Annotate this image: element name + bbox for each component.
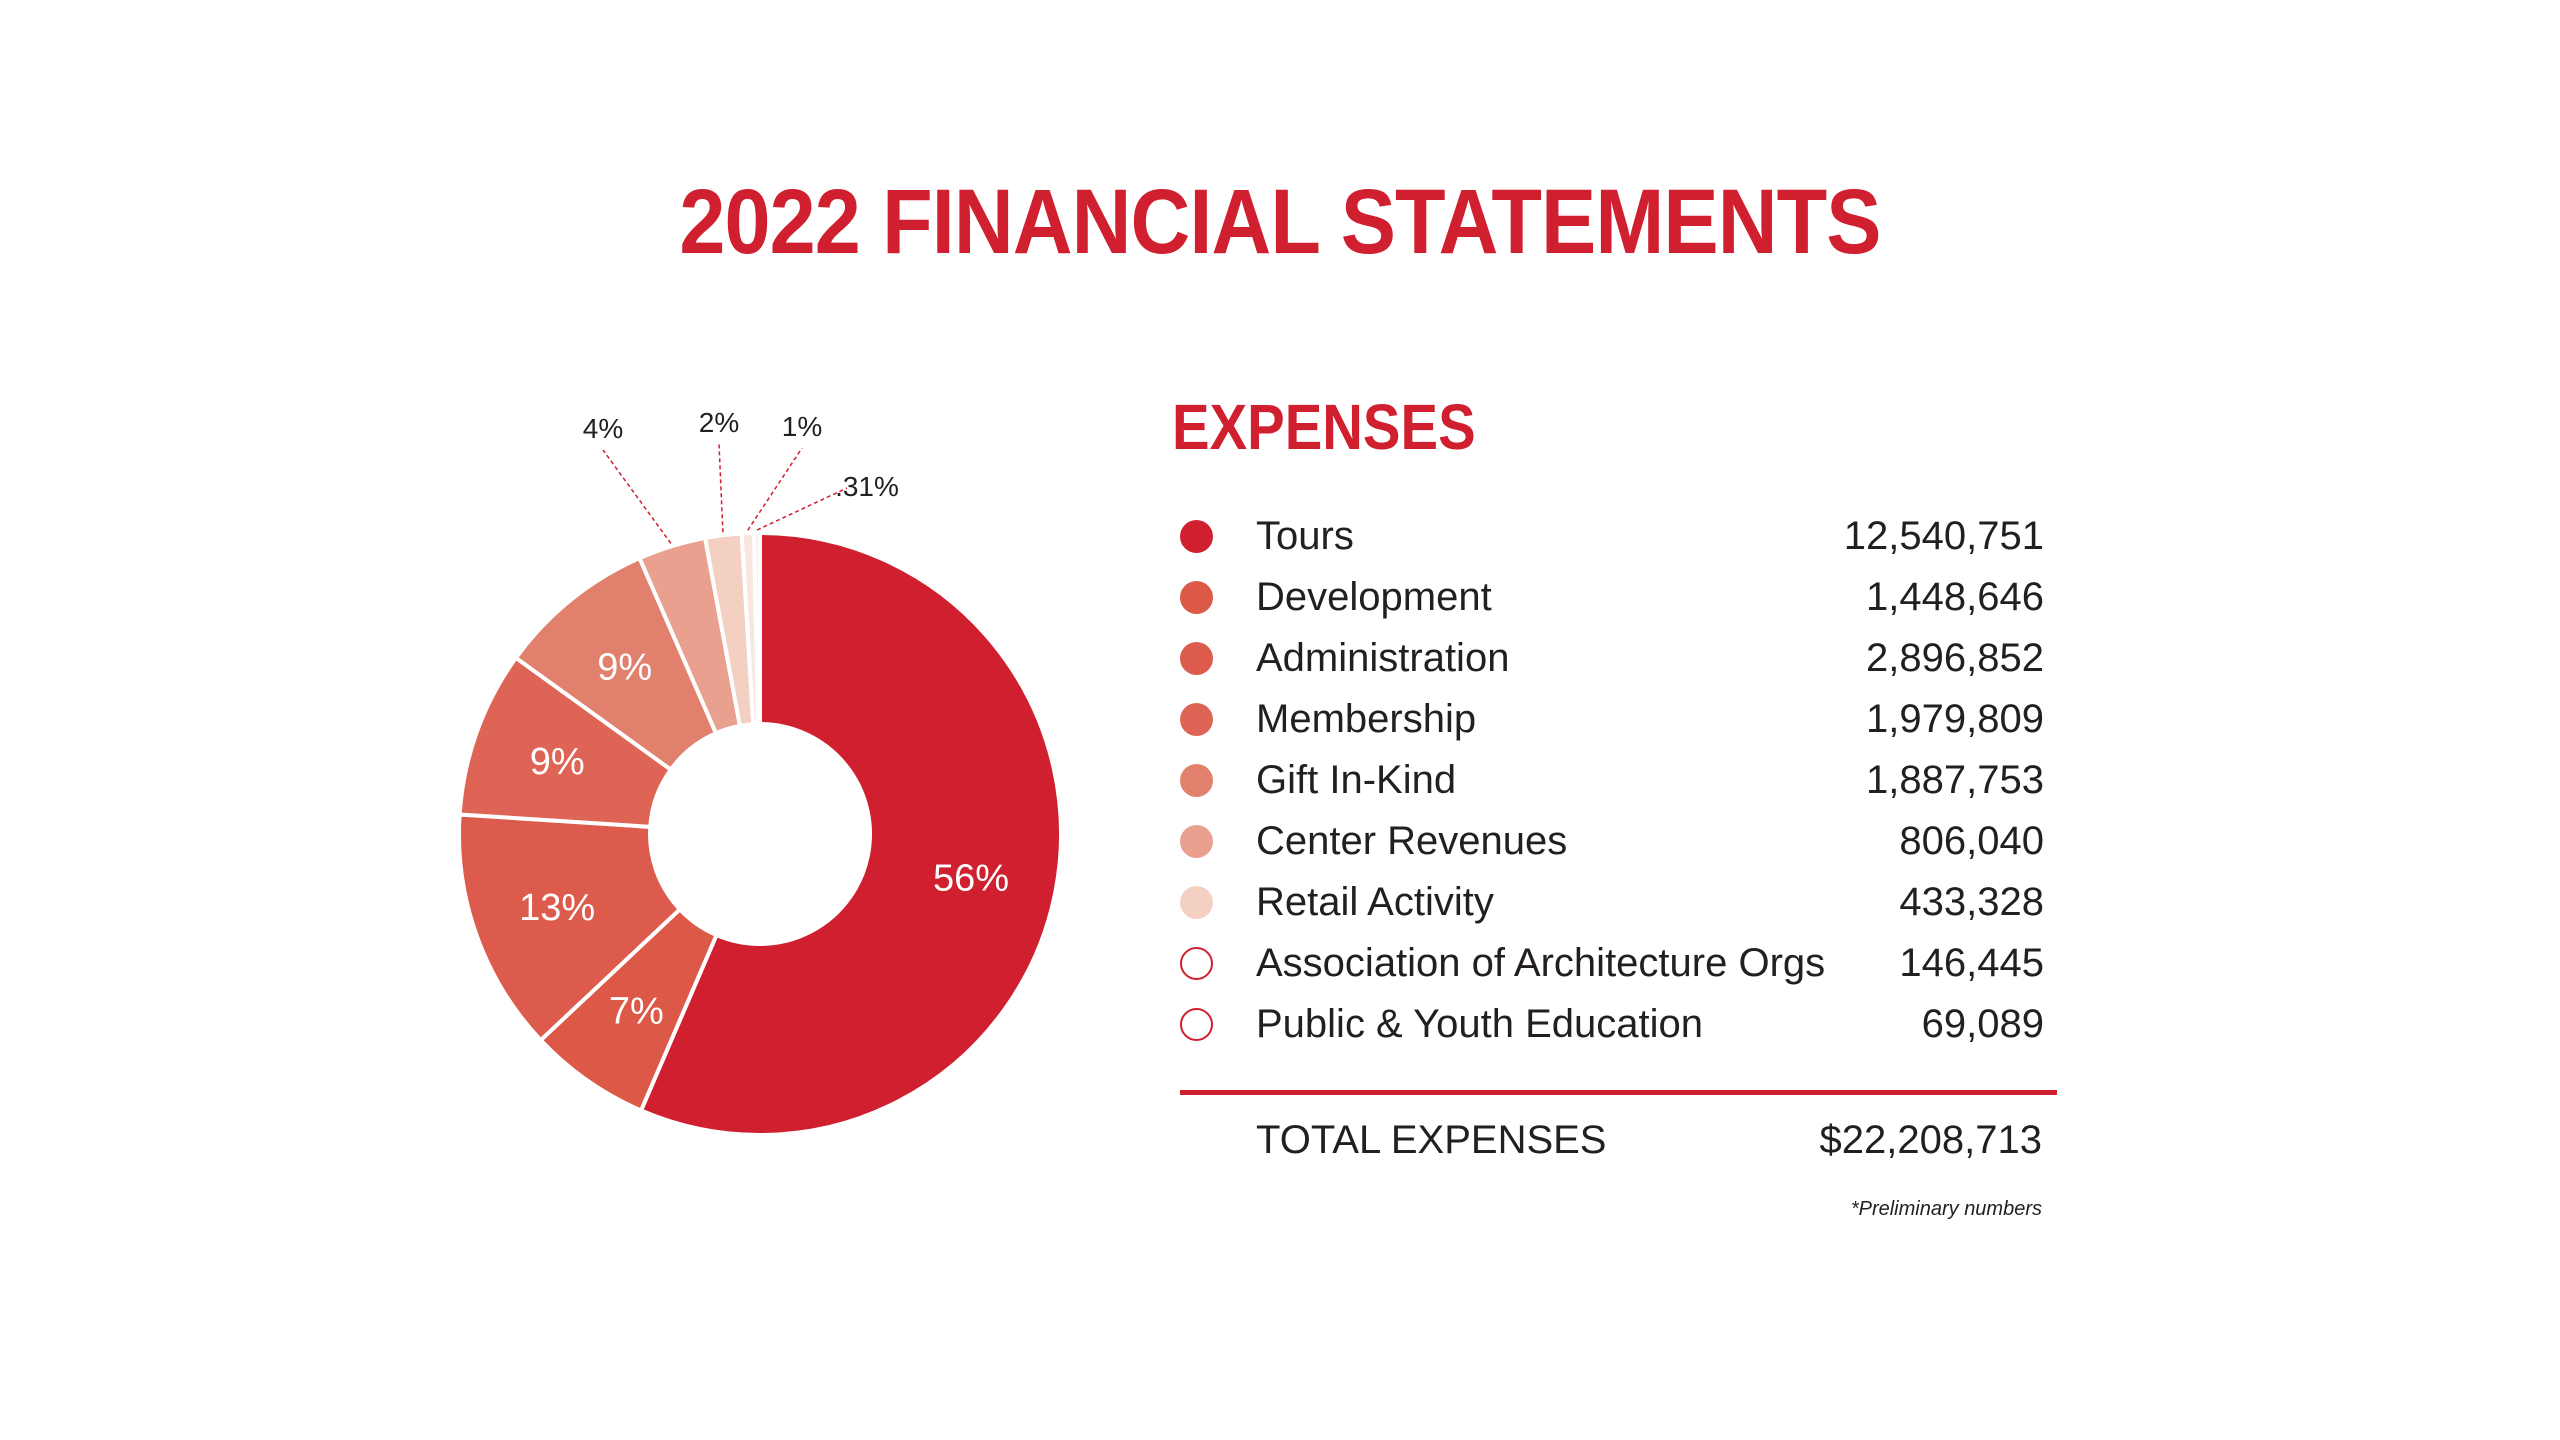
- preliminary-footnote: *Preliminary numbers: [1850, 1198, 2042, 1220]
- legend-value-association-of-architecture-orgs: 146,445: [1899, 941, 2044, 985]
- legend-swatch-membership: [1180, 703, 1213, 736]
- total-divider: [1180, 1090, 2057, 1095]
- legend-row-retail-activity: Retail Activity 433,328: [1172, 872, 2062, 933]
- leader-line-association-of-architecture-orgs: [747, 447, 803, 531]
- donut-label-membership: 9%: [530, 741, 585, 783]
- expenses-donut-chart: 56% 7% 13% 9% 9% 4% 2% 1% .31%: [457, 407, 1063, 1137]
- expenses-heading: EXPENSES: [1172, 391, 1476, 463]
- donut-label-association-of-architecture-orgs: 1%: [782, 411, 822, 442]
- legend-value-gift-in-kind: 1,887,753: [1866, 758, 2044, 802]
- legend-swatch-public-youth-education: [1180, 1008, 1213, 1041]
- page-title: 2022 FINANCIAL STATEMENTS: [679, 171, 1881, 273]
- legend-swatch-association-of-architecture-orgs: [1180, 947, 1213, 980]
- donut-label-retail-activity: 2%: [699, 407, 739, 438]
- total-expenses-value: $22,208,713: [1819, 1118, 2042, 1162]
- legend-value-development: 1,448,646: [1866, 575, 2044, 619]
- donut-slice-gift-in-kind: [513, 555, 719, 773]
- legend-value-administration: 2,896,852: [1866, 636, 2044, 680]
- donut-label-development: 7%: [609, 990, 664, 1032]
- legend-row-development: Development 1,448,646: [1172, 567, 2062, 628]
- legend-swatch-tours: [1180, 520, 1213, 553]
- legend-row-tours: Tours 12,540,751: [1172, 506, 2062, 567]
- legend-row-gift-in-kind: Gift In-Kind 1,887,753: [1172, 750, 2062, 811]
- donut-label-administration: 13%: [519, 887, 595, 929]
- legend-swatch-development: [1180, 581, 1213, 614]
- legend-row-association-of-architecture-orgs: Association of Architecture Orgs 146,445: [1172, 933, 2062, 994]
- donut-label-tours: 56%: [933, 857, 1009, 899]
- leader-line-public-youth-education: [756, 487, 848, 531]
- legend-label-public-youth-education: Public & Youth Education: [1256, 1002, 1704, 1046]
- legend-row-administration: Administration 2,896,852: [1172, 628, 2062, 689]
- legend-label-administration: Administration: [1256, 636, 1510, 680]
- legend-label-association-of-architecture-orgs: Association of Architecture Orgs: [1256, 941, 1826, 985]
- legend-value-public-youth-education: 69,089: [1921, 1002, 2044, 1046]
- legend-swatch-administration: [1180, 642, 1213, 675]
- leader-line-retail-activity: [718, 443, 724, 533]
- legend-row-public-youth-education: Public & Youth Education 69,089: [1172, 994, 2062, 1055]
- leader-line-center-revenues: [602, 449, 672, 544]
- legend-value-center-revenues: 806,040: [1899, 819, 2044, 863]
- donut-slice-public-youth-education: [752, 530, 762, 727]
- legend-label-tours: Tours: [1256, 514, 1354, 558]
- legend-row-center-revenues: Center Revenues 806,040: [1172, 811, 2062, 872]
- legend-label-center-revenues: Center Revenues: [1256, 819, 1568, 863]
- legend-label-gift-in-kind: Gift In-Kind: [1256, 758, 1457, 802]
- legend-value-tours: 12,540,751: [1843, 514, 2044, 558]
- legend-label-development: Development: [1256, 575, 1492, 619]
- legend-value-membership: 1,979,809: [1866, 697, 2044, 741]
- expenses-legend: Tours 12,540,751 Development 1,448,646 A…: [1172, 506, 2062, 1055]
- legend-swatch-center-revenues: [1180, 825, 1213, 858]
- donut-label-gift-in-kind: 9%: [597, 646, 652, 688]
- donut-label-center-revenues: 4%: [583, 413, 623, 444]
- legend-swatch-retail-activity: [1180, 886, 1213, 919]
- legend-label-retail-activity: Retail Activity: [1256, 880, 1494, 924]
- legend-row-membership: Membership 1,979,809: [1172, 689, 2062, 750]
- total-expenses-label: TOTAL EXPENSES: [1256, 1118, 1607, 1162]
- donut-slice-tours: [638, 530, 1063, 1137]
- legend-label-membership: Membership: [1256, 697, 1477, 741]
- donut-label-public-youth-education: .31%: [835, 471, 899, 502]
- legend-value-retail-activity: 433,328: [1899, 880, 2044, 924]
- donut-slice-administration: [457, 812, 683, 1044]
- legend-swatch-gift-in-kind: [1180, 764, 1213, 797]
